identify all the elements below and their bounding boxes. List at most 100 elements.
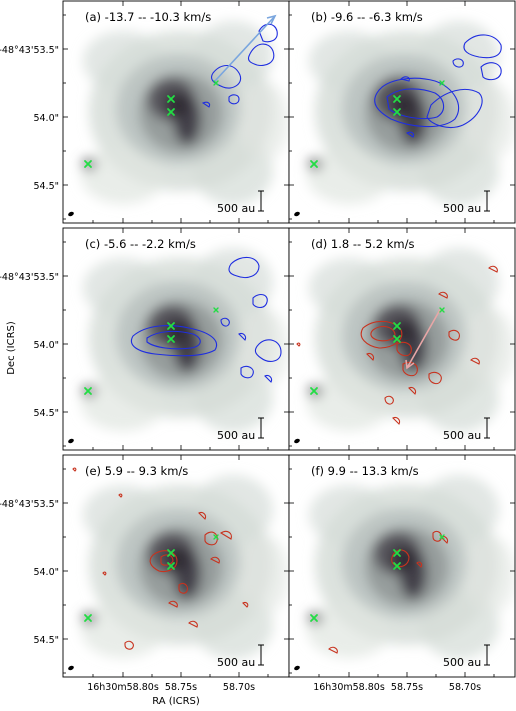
panel-c-beam [68, 438, 74, 444]
panel-a-outflow-arrow [214, 14, 277, 82]
panel-c-image: 500 au (c) -5.6 -- -2.2 km/s [63, 228, 289, 450]
panel-b-contour-6 [452, 58, 464, 68]
panel-c-contour-8 [264, 374, 273, 383]
panel-b-title: (b) -9.6 -- -6.3 km/s [311, 10, 423, 24]
panel-d-contour-2 [370, 325, 396, 342]
panel-e-ytick-3: 54.5" [33, 635, 59, 646]
panel-e-contour-13 [102, 571, 107, 576]
panel-c-contour-7 [220, 317, 230, 327]
panel-b-beam [294, 211, 300, 217]
figure-xlabel: RA (ICRS) [152, 696, 200, 707]
panel-e-scalebar [258, 644, 264, 666]
panel-a-ytick-3: 54.5" [33, 181, 59, 192]
figure-ylabel: Dec (ICRS) [6, 321, 17, 375]
panel-f-scalebar [484, 644, 490, 666]
panel-f-xtick-1: 16h30m58.80s [313, 682, 385, 693]
panel-f-scalebar-label: 500 au [443, 656, 481, 669]
panel-e-contour-4 [219, 530, 232, 540]
panel-e-contour-10 [72, 467, 77, 472]
panel-f-beam [294, 665, 300, 671]
panel-e-contour-2 [160, 554, 174, 566]
panel-f-contour-2 [432, 530, 442, 542]
panel-d-contour-13 [438, 291, 448, 299]
panel-d-contour-12 [488, 265, 498, 273]
panel-a-contours [201, 23, 278, 108]
panel-b-frame [288, 0, 516, 224]
panel-a-contour-3 [258, 23, 278, 43]
panel-a-contour-4 [228, 94, 240, 105]
panel-e-image: 500 au (e) 5.9 -- 9.3 km/s [63, 455, 289, 677]
panel-d-outflow-arrow [405, 307, 442, 370]
panel-e-contour-11 [118, 493, 123, 498]
panel-e-title: (e) 5.9 -- 9.3 km/s [85, 464, 188, 478]
panel-e-contour-5 [178, 582, 188, 594]
panel-d-contour-9 [366, 352, 375, 361]
panel-b-contour-3 [426, 88, 483, 128]
panel-b-contour-5 [480, 62, 502, 81]
panel-d-contour-8 [470, 357, 480, 365]
panel-d-contour-10 [408, 386, 417, 395]
panel-c-ytick-2: 54.0" [33, 340, 59, 351]
panel-e-xtick-1: 16h30m58.80s [87, 682, 159, 693]
panel-c-contour-3 [228, 256, 260, 279]
panel-d-image: 500 au (d) 1.8 -- 5.2 km/s [289, 228, 515, 450]
panel-d-contour-5 [428, 371, 442, 385]
panel-c-contour-9 [238, 332, 247, 341]
panel-e-beam [68, 665, 74, 671]
panel-c-ytick-1: -48°43'53.5" [0, 272, 59, 283]
panel-c-title: (c) -5.6 -- -2.2 km/s [85, 237, 196, 251]
panel-b-scalebar-label: 500 au [443, 202, 481, 215]
panel-c-contour-4 [252, 293, 268, 309]
panel-d-contour-3 [396, 341, 412, 357]
panel-b-scalebar [484, 190, 490, 212]
panel-c: 500 au (c) -5.6 -- -2.2 km/s -48°43'53.5" 5… [0, 227, 290, 451]
panel-f: 500 au (f) 9.9 -- 13.3 km/s 16h30m58.80s 58… [288, 454, 516, 693]
panel-b-contours [374, 34, 502, 138]
panel-f-contours [328, 530, 449, 654]
panel-e-scalebar-label: 500 au [217, 656, 255, 669]
panel-d-scalebar-label: 500 au [443, 429, 481, 442]
panel-e-contour-3 [204, 531, 218, 546]
panel-f-title: (f) 9.9 -- 13.3 km/s [311, 464, 419, 478]
panel-d-contour-1 [360, 320, 403, 349]
panel-a-ytick-2: 54.0" [33, 113, 59, 124]
panel-b-image: 500 au (b) -9.6 -- -6.3 km/s [289, 1, 515, 223]
panel-d-frame [288, 227, 516, 451]
panel-a-contour-5 [201, 101, 211, 108]
panel-d-contour-6 [448, 329, 460, 341]
panel-e-contour-9 [188, 620, 198, 628]
panel-b-contour-8 [405, 131, 415, 138]
panel-b-contour-1 [374, 77, 460, 128]
panel-c-scalebar [258, 417, 264, 439]
panel-e-contour-12 [242, 601, 249, 608]
panel-f-image: 500 au (f) 9.9 -- 13.3 km/s [289, 455, 515, 677]
panel-f-frame [288, 454, 516, 678]
panel-a-contour-2 [247, 43, 275, 67]
panel-d-contour-14 [392, 416, 401, 425]
panel-f-xtick-3: 58.70s [449, 682, 481, 693]
panel-c-ytick-3: 54.5" [33, 408, 59, 419]
panel-e-xtick-3: 58.70s [223, 682, 255, 693]
panel-d-contour-11 [296, 342, 301, 347]
panel-e-ytick-1: -48°43'53.5" [0, 499, 59, 510]
panel-d-title: (d) 1.8 -- 5.2 km/s [311, 237, 415, 251]
panel-d: 500 au (d) 1.8 -- 5.2 km/s [288, 227, 516, 451]
panel-a-contour-1 [210, 64, 241, 89]
panel-e-contour-14 [198, 511, 207, 520]
panel-e-ytick-2: 54.0" [33, 567, 59, 578]
panel-a-ytick-1: -48°43'53.5" [0, 45, 59, 56]
panel-b-contour-4 [463, 34, 502, 59]
panel-b-contour-2 [386, 88, 445, 120]
panel-f-xtick-2: 58.75s [391, 682, 423, 693]
panel-f-contour-1 [391, 549, 410, 568]
panel-c-scalebar-label: 500 au [217, 429, 255, 442]
panel-a: 500 au (a) -13.7 -- -10.3 km/s -48°43'53.5… [0, 0, 290, 224]
panel-f-contour-4 [328, 646, 338, 654]
panel-a-image: 500 au (a) -13.7 -- -10.3 km/s [63, 1, 289, 223]
panel-f-contour-5 [416, 561, 423, 568]
panel-c-contour-2 [146, 330, 201, 350]
panel-e-xtick-2: 58.75s [165, 682, 197, 693]
panel-e-contour-8 [124, 640, 134, 650]
panel-d-contour-7 [384, 395, 394, 405]
panel-a-scalebar-label: 500 au [217, 202, 255, 215]
